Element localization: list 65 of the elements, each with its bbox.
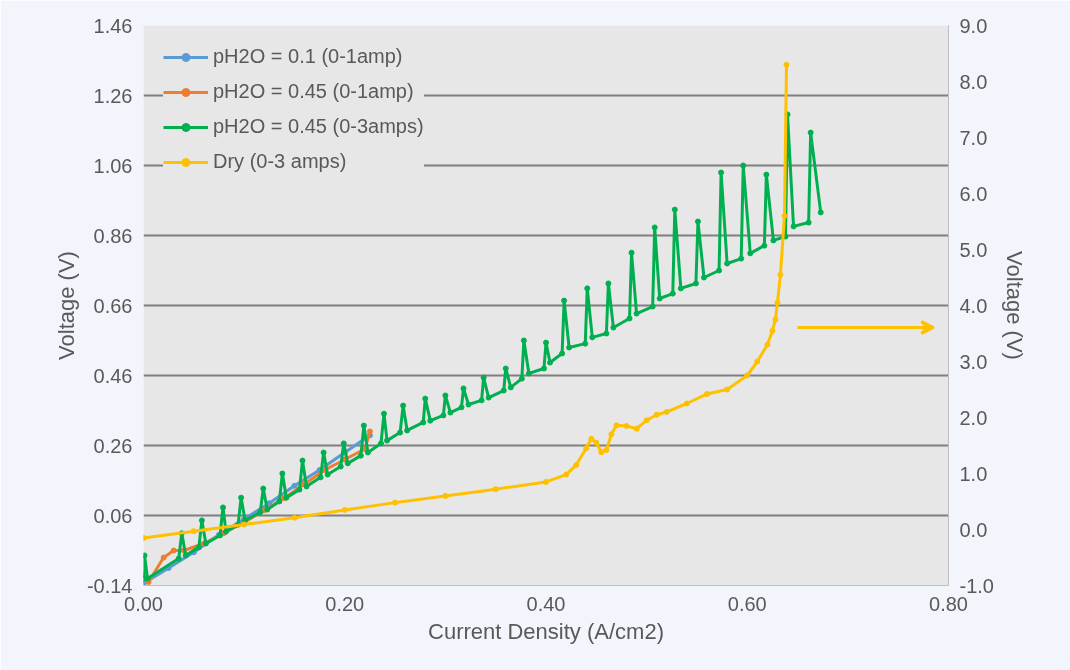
point bbox=[777, 271, 784, 278]
y2-tick-label: 0.0 bbox=[959, 518, 988, 541]
point bbox=[442, 492, 449, 499]
y2-tick-label: 7.0 bbox=[959, 126, 988, 149]
y2-tick-label: 5.0 bbox=[959, 238, 988, 261]
x-axis-title: Current Density (A/cm2) bbox=[428, 618, 664, 644]
point bbox=[291, 482, 298, 489]
point bbox=[774, 299, 781, 306]
y-tick-label: 1.06 bbox=[93, 154, 133, 177]
point bbox=[598, 449, 605, 456]
point bbox=[563, 471, 570, 478]
y-tick-label: 0.46 bbox=[93, 364, 133, 387]
point bbox=[543, 478, 549, 485]
point bbox=[573, 462, 580, 469]
x-tick-label: 0.20 bbox=[325, 592, 365, 615]
point bbox=[744, 372, 751, 379]
point bbox=[603, 446, 610, 453]
point bbox=[160, 554, 167, 561]
point bbox=[588, 435, 595, 442]
y2-tick-label: 1.0 bbox=[959, 462, 988, 485]
point bbox=[781, 212, 788, 219]
point bbox=[291, 514, 298, 521]
point bbox=[643, 417, 650, 424]
point bbox=[623, 422, 630, 429]
point bbox=[783, 61, 790, 68]
y2-tick-label: 2.0 bbox=[959, 406, 988, 429]
point bbox=[683, 400, 690, 407]
y2-tick-label: 8.0 bbox=[959, 70, 988, 93]
point bbox=[764, 341, 771, 348]
y-tick-label: 0.26 bbox=[93, 434, 133, 457]
y-tick-label: 0.66 bbox=[93, 294, 133, 317]
y2-tick-label: 4.0 bbox=[959, 294, 988, 317]
legend-label: pH2O = 0.45 (0-3amps) bbox=[213, 115, 424, 138]
point bbox=[769, 327, 776, 334]
point bbox=[633, 425, 640, 432]
y2-tick-label: 9.0 bbox=[959, 14, 988, 37]
y2-tick-label: 6.0 bbox=[959, 182, 988, 205]
point bbox=[366, 428, 373, 435]
point bbox=[190, 528, 197, 535]
y-tick-label: 0.06 bbox=[93, 504, 133, 527]
point bbox=[772, 316, 779, 323]
x-tick-label: 0.40 bbox=[526, 592, 566, 615]
point bbox=[341, 506, 348, 513]
point bbox=[593, 439, 600, 446]
x-tick-label: 0.60 bbox=[727, 592, 767, 615]
point bbox=[704, 390, 710, 397]
y-axis-title: Voltage (V) bbox=[53, 251, 79, 360]
y-tick-label: 1.26 bbox=[93, 84, 133, 107]
point bbox=[724, 386, 731, 393]
point bbox=[392, 499, 399, 506]
y-tick-label: 0.86 bbox=[93, 224, 133, 247]
y-tick-label: 1.46 bbox=[93, 14, 133, 37]
point bbox=[608, 431, 615, 438]
legend-label: Dry (0-3 amps) bbox=[213, 150, 347, 173]
point bbox=[492, 486, 499, 493]
point bbox=[653, 411, 660, 418]
y2-tick-label: 3.0 bbox=[959, 350, 988, 373]
point bbox=[663, 408, 670, 415]
point bbox=[754, 358, 761, 365]
legend-label: pH2O = 0.45 (0-1amp) bbox=[213, 80, 414, 103]
point bbox=[613, 422, 620, 429]
point bbox=[583, 445, 590, 452]
legend-label: pH2O = 0.1 (0-1amp) bbox=[213, 45, 403, 68]
point bbox=[170, 547, 177, 554]
y2-axis-title: Voltage (V) bbox=[1001, 251, 1027, 360]
